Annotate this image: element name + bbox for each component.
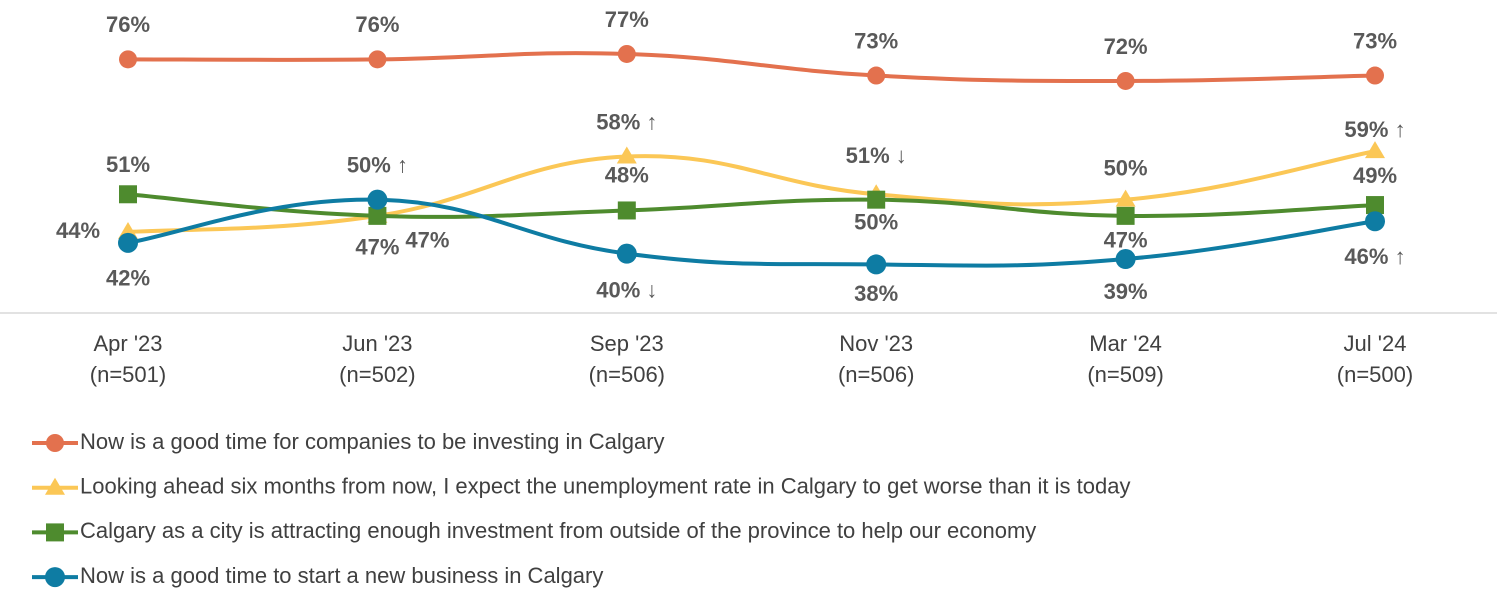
data-point xyxy=(119,185,137,204)
data-label: 59% ↑ xyxy=(1344,117,1405,142)
data-point xyxy=(1366,196,1384,215)
data-point xyxy=(1365,141,1385,159)
legend-marker xyxy=(45,567,65,588)
x-tick-label: Mar '24 xyxy=(1089,331,1162,356)
data-point xyxy=(368,50,387,69)
data-point xyxy=(1116,206,1135,225)
data-label: 76% xyxy=(106,12,150,37)
x-tick-label: Apr '23 xyxy=(93,331,162,356)
x-tick-sublabel: (n=502) xyxy=(339,362,415,387)
legend-label: Now is a good time to start a new busine… xyxy=(80,563,603,588)
x-tick-sublabel: (n=506) xyxy=(589,362,665,387)
data-label: 76% xyxy=(355,12,399,37)
legend-marker xyxy=(45,477,65,495)
legend-label: Calgary as a city is attracting enough i… xyxy=(80,518,1036,543)
data-label: 39% xyxy=(1104,279,1148,304)
data-point xyxy=(617,201,636,220)
data-point xyxy=(1116,71,1135,90)
data-label: 47% xyxy=(405,228,449,253)
data-label: 47% xyxy=(355,235,399,260)
data-label: 50% ↑ xyxy=(347,152,408,177)
x-tick-label: Jun '23 xyxy=(342,331,412,356)
legend-marker xyxy=(46,434,64,452)
data-point xyxy=(867,66,886,85)
data-point xyxy=(616,243,637,264)
data-label: 46% ↑ xyxy=(1344,244,1405,269)
data-label: 50% xyxy=(1104,155,1148,180)
data-point xyxy=(368,206,387,225)
legend-label: Looking ahead six months from now, I exp… xyxy=(80,474,1130,499)
data-label: 47% xyxy=(1104,228,1148,253)
series-line xyxy=(127,197,1376,268)
data-label: 58% ↑ xyxy=(596,109,657,134)
x-tick-sublabel: (n=501) xyxy=(90,362,166,387)
data-point xyxy=(1115,249,1136,270)
data-label: 42% xyxy=(106,266,150,291)
data-point xyxy=(1366,66,1384,85)
series-line xyxy=(127,149,1376,235)
data-label: 51% ↓ xyxy=(846,143,907,168)
legend-label: Now is a good time for companies to be i… xyxy=(80,429,665,454)
data-point xyxy=(119,50,137,69)
x-tick-sublabel: (n=506) xyxy=(838,362,914,387)
legend-marker xyxy=(46,523,64,542)
data-label: 44% xyxy=(56,218,100,243)
data-point xyxy=(867,190,886,209)
data-point xyxy=(616,146,637,164)
data-label: 48% xyxy=(605,162,649,187)
data-label: 73% xyxy=(854,28,898,53)
data-label: 73% xyxy=(1353,28,1397,53)
series-line xyxy=(127,192,1376,219)
data-point xyxy=(1115,189,1136,207)
x-tick-label: Sep '23 xyxy=(590,331,664,356)
data-point xyxy=(118,232,138,253)
x-tick-sublabel: (n=509) xyxy=(1087,362,1163,387)
data-label: 49% xyxy=(1353,163,1397,188)
data-point xyxy=(866,254,887,275)
series-line xyxy=(127,51,1376,83)
data-label: 50% xyxy=(854,209,898,234)
data-label: 77% xyxy=(605,7,649,32)
data-label: 40% ↓ xyxy=(596,277,657,302)
data-point xyxy=(617,44,636,63)
data-label: 51% xyxy=(106,152,150,177)
data-point xyxy=(1365,211,1385,232)
x-tick-sublabel: (n=500) xyxy=(1337,362,1413,387)
data-label: 38% xyxy=(854,281,898,306)
x-tick-label: Jul '24 xyxy=(1344,331,1407,356)
data-label: 72% xyxy=(1104,34,1148,59)
x-tick-label: Nov '23 xyxy=(839,331,913,356)
data-point xyxy=(367,189,388,210)
